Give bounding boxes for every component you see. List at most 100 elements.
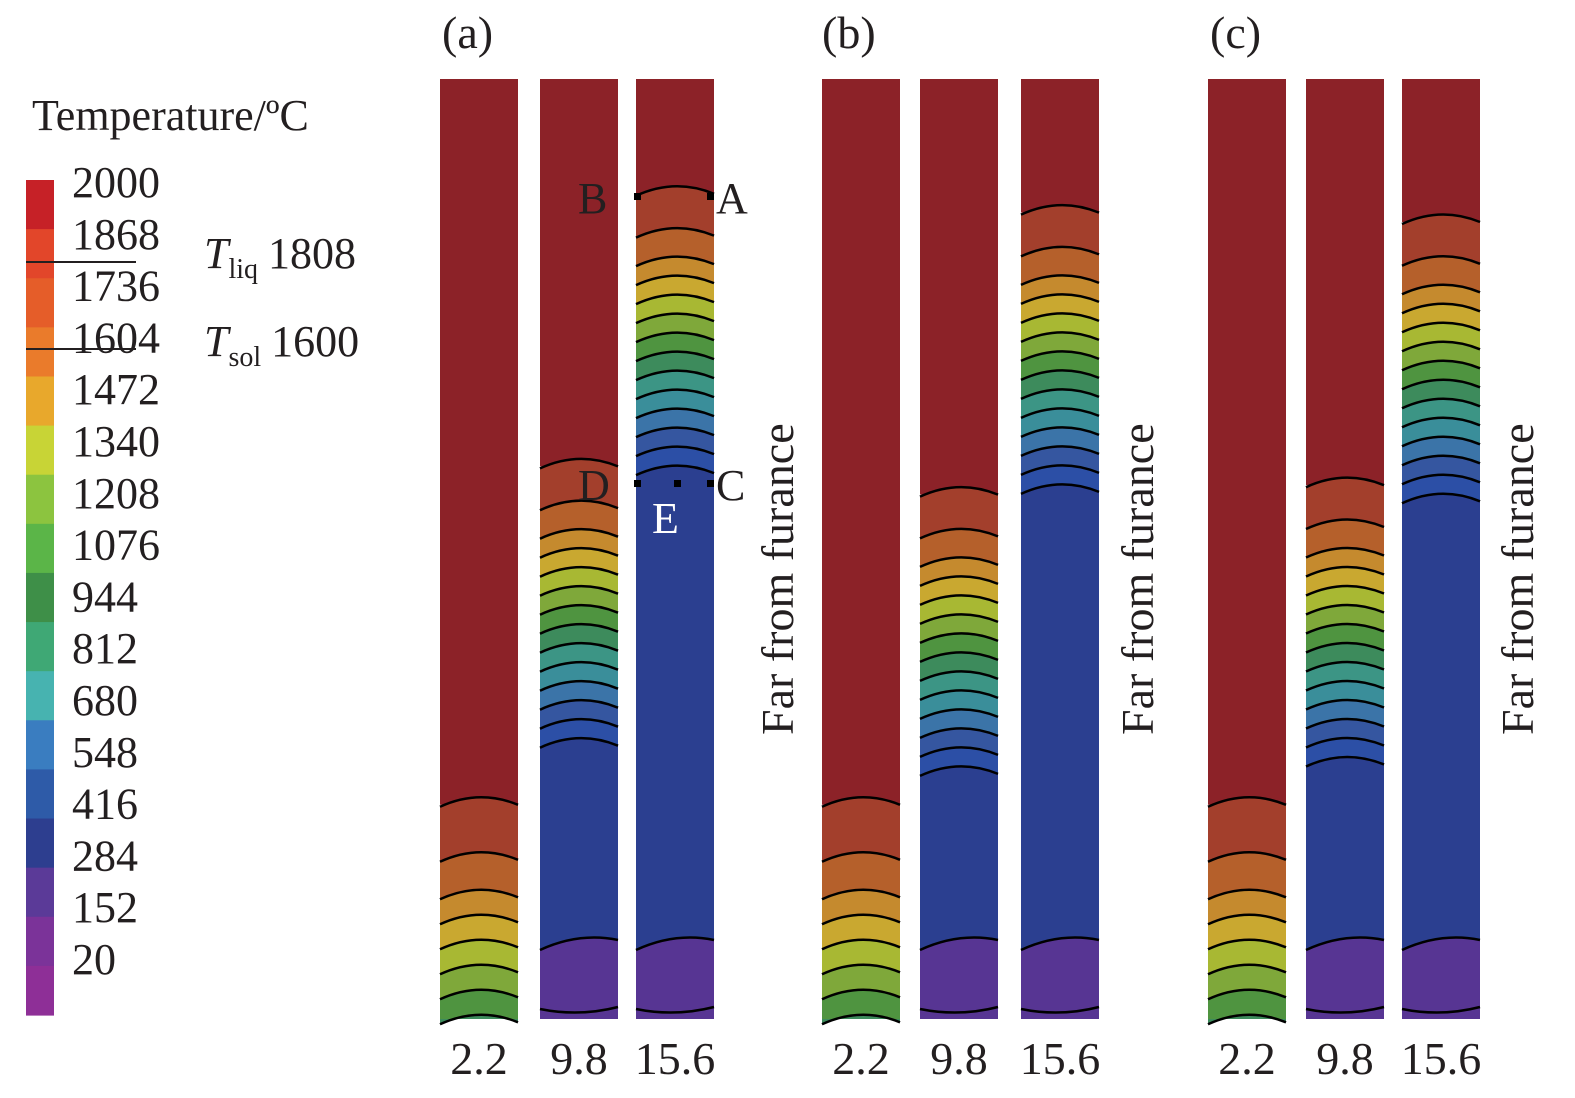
isotherm-line: [919, 689, 999, 702]
point-markers: A B C D E: [578, 174, 748, 543]
isotherm-line: [821, 988, 901, 1001]
point-e-label: E: [652, 494, 679, 543]
isotherm-line: [635, 293, 715, 306]
isotherm-line: [1401, 283, 1481, 296]
colorbar-tick-label: 1076: [72, 521, 160, 570]
isotherm-line: [919, 670, 999, 683]
isotherm-line: [1401, 473, 1481, 486]
colorbar-swatch: [26, 425, 54, 476]
isotherm-line: [1207, 913, 1287, 926]
colorbar-swatch: [26, 327, 54, 378]
isotherm-line: [539, 584, 619, 597]
colorbar-swatch: [26, 278, 54, 328]
isotherm-line: [1020, 274, 1100, 287]
isotherm-line: [635, 1005, 715, 1014]
colorbar-tick-label: 416: [72, 780, 138, 829]
isotherm-line: [539, 717, 619, 730]
isotherm-line: [919, 651, 999, 664]
point-b-label: B: [578, 174, 607, 223]
isotherm-line: [1020, 350, 1100, 363]
column-tick-label: 9.8: [1316, 1033, 1374, 1084]
isotherm-line: [1401, 416, 1481, 429]
isotherm-line: [919, 1005, 999, 1014]
temperature-band: [440, 989, 518, 1019]
column-tick-label: 2.2: [1218, 1033, 1276, 1084]
column-tick-label: 9.8: [550, 1033, 608, 1084]
isotherm-line: [919, 727, 999, 740]
panel-columns: [439, 79, 715, 1026]
isotherm-line: [1020, 464, 1100, 477]
colorbar-swatch: [26, 867, 54, 918]
colorbar-tick-label: 812: [72, 624, 138, 673]
isotherm-line: [635, 464, 715, 477]
isotherm-line: [635, 331, 715, 344]
panel-columns: [821, 79, 1100, 1026]
panel-label: (c): [1210, 7, 1261, 58]
isotherm-line: [1305, 698, 1385, 711]
isotherm-line: [439, 888, 519, 901]
panel-label: (a): [442, 7, 493, 58]
isotherm-line: [1305, 936, 1385, 952]
isotherm-line: [1305, 717, 1385, 730]
side-label: Far from furance: [1112, 423, 1163, 735]
isotherm-line: [635, 445, 715, 458]
panel-b: (b) Far from furance 2.2 9.8 15.6: [821, 7, 1163, 1084]
isotherm-line: [1305, 476, 1385, 489]
isotherm-line: [539, 603, 619, 616]
colorbar-swatch: [26, 720, 54, 771]
isotherm-line: [1401, 359, 1481, 372]
column-tick-label: 15.6: [1020, 1033, 1101, 1084]
isotherm-line: [1207, 938, 1287, 951]
column-tick-label: 15.6: [635, 1033, 716, 1084]
column-2.2: [1207, 79, 1287, 1026]
colorbar-tick-label: 1472: [72, 365, 160, 414]
isotherm-line: [1207, 851, 1287, 863]
isotherm-line: [919, 765, 999, 778]
isotherm-line: [1401, 454, 1481, 467]
isotherm-line: [539, 622, 619, 635]
cold-region: [1402, 493, 1480, 1019]
isotherm-line: [1020, 445, 1100, 458]
colorbar-tick-label: 1340: [72, 417, 160, 466]
panel-c: (c) Far from furance 2.2 9.8 15.6: [1207, 7, 1543, 1084]
isotherm-line: [1401, 321, 1481, 334]
isotherm-line: [1401, 302, 1481, 315]
colorbar-swatch: [26, 523, 54, 574]
colorbar-tick-label: 1604: [72, 313, 160, 362]
column-15.6: [1401, 79, 1481, 1019]
isotherm-line: [821, 796, 901, 808]
isotherm-line: [1401, 1005, 1481, 1014]
isotherm-line: [1305, 584, 1385, 597]
colorbar-swatch: [26, 229, 54, 279]
bottom-region: [636, 937, 714, 1019]
hot-region: [540, 79, 618, 467]
point-d-marker: [634, 480, 641, 487]
isotherm-line: [635, 388, 715, 401]
colorbar: Temperature/ºC 2000186817361604147213401…: [26, 91, 359, 1016]
colorbar-tick-label: 1208: [72, 469, 160, 518]
isotherm-line: [439, 851, 519, 863]
isotherm-line: [1020, 1005, 1100, 1014]
isotherm-line: [1207, 1013, 1287, 1026]
isotherm-line: [439, 913, 519, 926]
colorbar-swatch: [26, 622, 54, 672]
colorbar-tick-labels: 2000186817361604147213401208107694481268…: [72, 158, 160, 984]
isotherm-line: [539, 679, 619, 692]
isotherm-line: [1305, 1005, 1385, 1014]
column-2.2: [821, 79, 901, 1026]
isotherm-line: [1401, 397, 1481, 410]
bottom-region: [540, 937, 618, 1019]
isotherm-line: [1305, 736, 1385, 749]
column-9.8: [539, 79, 619, 1019]
isotherm-line: [539, 457, 619, 470]
hot-region: [440, 79, 518, 805]
isotherm-line: [635, 936, 715, 952]
isotherm-line: [635, 185, 715, 197]
isotherm-line: [539, 660, 619, 673]
isotherm-line: [1305, 565, 1385, 578]
isotherm-line: [919, 936, 999, 952]
panel-label: (b): [822, 7, 876, 58]
isotherm-line: [821, 851, 901, 863]
column-tick-label: 2.2: [450, 1033, 508, 1084]
isotherm-line: [919, 575, 999, 588]
